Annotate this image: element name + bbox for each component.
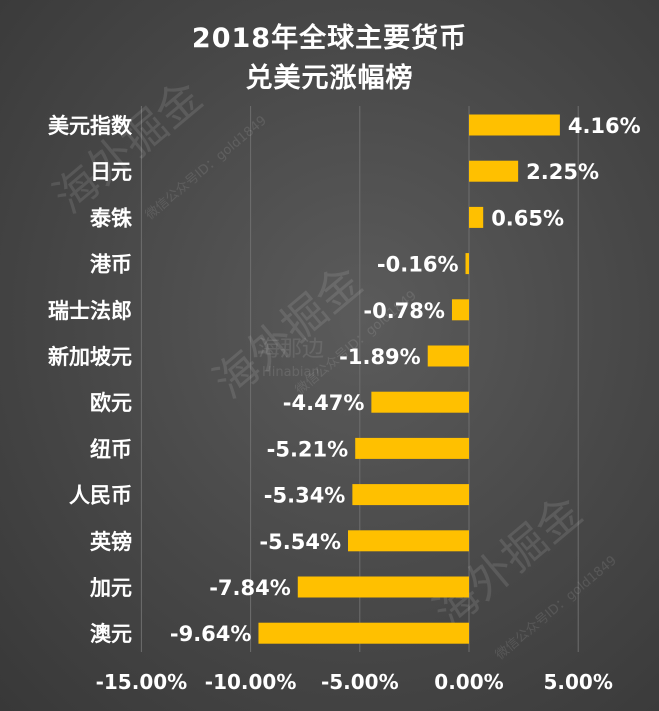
- x-tick-label-2: -5.00%: [321, 670, 399, 694]
- category-label-3: 港币: [90, 253, 132, 277]
- x-tick-label-3: 0.00%: [434, 670, 503, 694]
- data-label-5: -1.89%: [339, 345, 421, 369]
- category-label-11: 澳元: [90, 622, 132, 646]
- data-label-0: 4.16%: [568, 114, 641, 138]
- x-tick-label-1: -10.00%: [205, 670, 297, 694]
- category-label-9: 英镑: [90, 530, 132, 554]
- watermark-0: 海外掘金: [44, 71, 212, 223]
- watermark-6: 海那边: [258, 337, 324, 362]
- bar-2: [469, 206, 484, 228]
- bar-6: [371, 391, 469, 413]
- watermark-4: 海外掘金: [424, 486, 592, 638]
- bar-8: [352, 484, 469, 506]
- bar-3: [465, 253, 469, 275]
- bars: [258, 114, 560, 644]
- data-label-8: -5.34%: [264, 484, 346, 508]
- category-label-2: 泰铢: [89, 206, 133, 230]
- category-label-1: 日元: [90, 160, 132, 184]
- watermark-7: Hinabian: [262, 365, 320, 380]
- x-tick-label-0: -15.00%: [96, 670, 188, 694]
- data-label-11: -9.64%: [170, 622, 252, 646]
- bar-5: [427, 345, 469, 367]
- category-label-5: 新加坡元: [48, 345, 132, 369]
- chart-title-line-1: 2018年全球主要货币: [191, 23, 468, 54]
- data-label-4: -0.78%: [363, 299, 445, 323]
- data-label-9: -5.54%: [259, 530, 341, 554]
- data-label-2: 0.65%: [491, 206, 564, 230]
- bar-0: [469, 114, 560, 136]
- data-label-6: -4.47%: [283, 391, 365, 415]
- data-label-1: 2.25%: [526, 160, 599, 184]
- bar-1: [469, 160, 519, 182]
- category-label-10: 加元: [89, 576, 132, 600]
- category-label-4: 瑞士法郎: [48, 299, 132, 323]
- data-label-3: -0.16%: [377, 253, 459, 277]
- bar-4: [451, 299, 469, 321]
- data-label-10: -7.84%: [209, 576, 291, 600]
- labels: 美元指数 4.16% 日元 2.25% 泰铢 0.65% 港币 -0.16% 瑞士法郎 -0.78…: [48, 114, 641, 694]
- bar-10: [297, 576, 469, 598]
- watermark-2: 海外掘金: [204, 256, 372, 408]
- gridlines: [140, 106, 579, 652]
- data-label-7: -5.21%: [267, 437, 349, 461]
- bar-7: [355, 437, 469, 459]
- chart-title-line-2: 兑美元涨幅榜: [245, 63, 414, 94]
- bar-11: [258, 622, 469, 644]
- category-label-6: 欧元: [90, 391, 132, 415]
- bar-9: [348, 530, 469, 552]
- category-label-0: 美元指数: [48, 114, 133, 138]
- category-label-8: 人民币: [69, 484, 132, 508]
- x-tick-label-4: 5.00%: [544, 670, 613, 694]
- category-label-7: 纽币: [90, 437, 132, 461]
